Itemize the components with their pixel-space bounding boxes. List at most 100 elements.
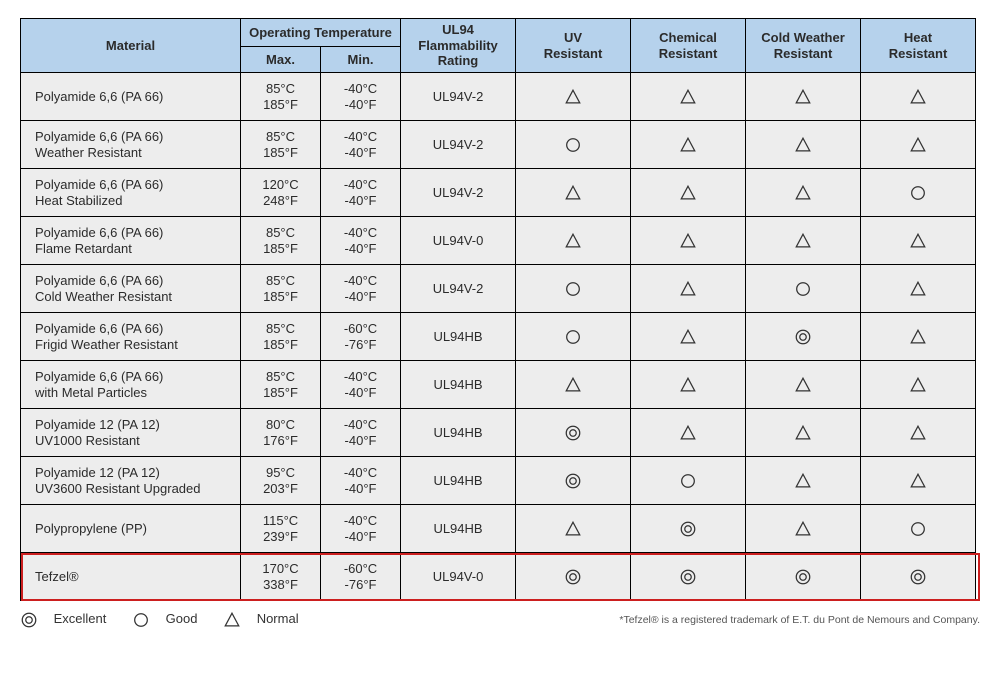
cell-heat xyxy=(861,313,976,361)
th-chemical: ChemicalResistant xyxy=(631,19,746,73)
cell-ul94: UL94V-0 xyxy=(401,553,516,601)
table-row: Polyamide 6,6 (PA 66)with Metal Particle… xyxy=(21,361,980,409)
legend-bar: Excellent Good Normal *Tefzel® is a regi… xyxy=(20,611,980,629)
cell-material: Polyamide 6,6 (PA 66)Flame Retardant xyxy=(21,217,241,265)
cell-ul94: UL94V-2 xyxy=(401,169,516,217)
th-material: Material xyxy=(21,19,241,73)
cell-cold xyxy=(746,409,861,457)
cell-cold xyxy=(746,121,861,169)
cell-temp-min: -40°C-40°F xyxy=(321,121,401,169)
cell-heat xyxy=(861,505,976,553)
cell-temp-min: -60°C-76°F xyxy=(321,553,401,601)
cell-chemical xyxy=(631,313,746,361)
table-row: Polyamide 6,6 (PA 66)Cold Weather Resist… xyxy=(21,265,980,313)
cell-cold xyxy=(746,265,861,313)
cell-cold xyxy=(746,217,861,265)
cell-material: Polyamide 6,6 (PA 66)Heat Stabilized xyxy=(21,169,241,217)
cell-temp-max: 115°C239°F xyxy=(241,505,321,553)
cell-ul94: UL94V-2 xyxy=(401,265,516,313)
cell-temp-min: -40°C-40°F xyxy=(321,169,401,217)
cell-uv xyxy=(516,505,631,553)
cell-cold xyxy=(746,457,861,505)
th-ul94: UL94 Flammability Rating xyxy=(401,19,516,73)
materials-table: Material Operating Temperature UL94 Flam… xyxy=(20,18,980,601)
cell-chemical xyxy=(631,73,746,121)
cell-temp-max: 85°C185°F xyxy=(241,265,321,313)
cell-temp-max: 85°C185°F xyxy=(241,217,321,265)
legend-good: Good xyxy=(132,611,201,626)
cell-temp-min: -60°C-76°F xyxy=(321,313,401,361)
cell-cold xyxy=(746,313,861,361)
table-row: Tefzel®170°C338°F-60°C-76°FUL94V-0 xyxy=(21,553,980,601)
cell-material: Polyamide 12 (PA 12)UV3600 Resistant Upg… xyxy=(21,457,241,505)
table-row: Polyamide 6,6 (PA 66)85°C185°F-40°C-40°F… xyxy=(21,73,980,121)
th-operating-temperature: Operating Temperature xyxy=(241,19,401,47)
table-row: Polyamide 6,6 (PA 66)Flame Retardant85°C… xyxy=(21,217,980,265)
cell-temp-min: -40°C-40°F xyxy=(321,217,401,265)
cell-uv xyxy=(516,361,631,409)
cell-temp-min: -40°C-40°F xyxy=(321,361,401,409)
cell-chemical xyxy=(631,217,746,265)
good-icon xyxy=(132,611,156,629)
cell-temp-max: 85°C185°F xyxy=(241,121,321,169)
cell-cold xyxy=(746,73,861,121)
table-row: Polyamide 6,6 (PA 66)Weather Resistant85… xyxy=(21,121,980,169)
cell-heat xyxy=(861,73,976,121)
cell-uv xyxy=(516,457,631,505)
cell-ul94: UL94HB xyxy=(401,361,516,409)
cell-uv xyxy=(516,73,631,121)
cell-cold xyxy=(746,505,861,553)
cell-chemical xyxy=(631,265,746,313)
cell-heat xyxy=(861,121,976,169)
cell-uv xyxy=(516,409,631,457)
table-container: Material Operating Temperature UL94 Flam… xyxy=(20,18,980,601)
cell-chemical xyxy=(631,553,746,601)
th-max: Max. xyxy=(241,47,321,73)
cell-heat xyxy=(861,409,976,457)
legend-excellent: Excellent xyxy=(20,611,110,626)
cell-temp-max: 120°C248°F xyxy=(241,169,321,217)
cell-temp-max: 80°C176°F xyxy=(241,409,321,457)
legend-normal: Normal xyxy=(223,611,299,626)
cell-heat xyxy=(861,553,976,601)
cell-uv xyxy=(516,121,631,169)
cell-chemical xyxy=(631,121,746,169)
excellent-icon xyxy=(20,611,44,629)
table-row: Polyamide 6,6 (PA 66)Heat Stabilized120°… xyxy=(21,169,980,217)
cell-temp-max: 85°C185°F xyxy=(241,73,321,121)
cell-uv xyxy=(516,265,631,313)
cell-material: Tefzel® xyxy=(21,553,241,601)
cell-ul94: UL94HB xyxy=(401,313,516,361)
cell-ul94: UL94V-2 xyxy=(401,73,516,121)
th-heat: HeatResistant xyxy=(861,19,976,73)
cell-material: Polypropylene (PP) xyxy=(21,505,241,553)
table-row: Polyamide 6,6 (PA 66)Frigid Weather Resi… xyxy=(21,313,980,361)
footnote: *Tefzel® is a registered trademark of E.… xyxy=(619,614,980,626)
cell-material: Polyamide 6,6 (PA 66) xyxy=(21,73,241,121)
table-row: Polypropylene (PP)115°C239°F-40°C-40°FUL… xyxy=(21,505,980,553)
cell-heat xyxy=(861,169,976,217)
cell-cold xyxy=(746,361,861,409)
table-body: Polyamide 6,6 (PA 66)85°C185°F-40°C-40°F… xyxy=(21,73,980,601)
cell-material: Polyamide 6,6 (PA 66)with Metal Particle… xyxy=(21,361,241,409)
cell-chemical xyxy=(631,457,746,505)
cell-ul94: UL94HB xyxy=(401,457,516,505)
table-row: Polyamide 12 (PA 12)UV3600 Resistant Upg… xyxy=(21,457,980,505)
cell-temp-max: 85°C185°F xyxy=(241,361,321,409)
cell-material: Polyamide 6,6 (PA 66)Frigid Weather Resi… xyxy=(21,313,241,361)
th-min: Min. xyxy=(321,47,401,73)
cell-uv xyxy=(516,553,631,601)
cell-heat xyxy=(861,217,976,265)
cell-temp-min: -40°C-40°F xyxy=(321,409,401,457)
cell-uv xyxy=(516,217,631,265)
cell-ul94: UL94V-2 xyxy=(401,121,516,169)
cell-temp-min: -40°C-40°F xyxy=(321,457,401,505)
cell-ul94: UL94HB xyxy=(401,505,516,553)
cell-ul94: UL94V-0 xyxy=(401,217,516,265)
cell-material: Polyamide 6,6 (PA 66)Weather Resistant xyxy=(21,121,241,169)
cell-heat xyxy=(861,361,976,409)
cell-cold xyxy=(746,553,861,601)
cell-temp-min: -40°C-40°F xyxy=(321,265,401,313)
legend: Excellent Good Normal xyxy=(20,611,321,629)
cell-temp-min: -40°C-40°F xyxy=(321,505,401,553)
